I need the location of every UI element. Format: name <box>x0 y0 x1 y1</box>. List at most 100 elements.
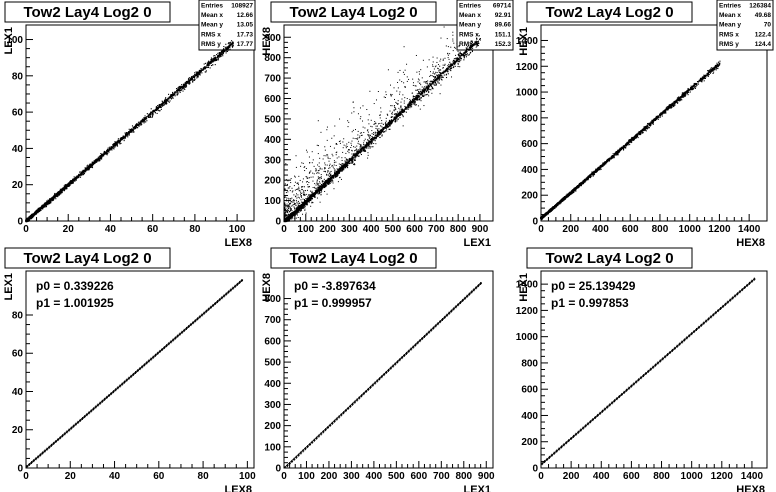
scatter-point <box>324 181 327 184</box>
scatter-point <box>90 166 92 168</box>
scatter-point <box>403 102 405 104</box>
scatter-point <box>437 80 439 82</box>
scatter-point <box>318 186 321 188</box>
scatter-point <box>294 213 296 215</box>
scatter-point <box>418 95 420 98</box>
scatter-point <box>318 189 320 191</box>
scatter-point <box>156 105 159 107</box>
scatter-point <box>384 131 386 133</box>
scatter-point <box>217 52 219 54</box>
scatter-point <box>412 103 414 105</box>
scatter-point <box>221 51 223 53</box>
scatter-point <box>177 92 179 94</box>
scatter-point <box>292 204 294 206</box>
scatter-point <box>152 112 154 114</box>
scatter-point <box>198 70 201 72</box>
scatter-point <box>308 172 310 174</box>
scatter-point <box>161 100 163 102</box>
scatter-point <box>315 188 317 190</box>
scatter-point <box>334 125 336 127</box>
scatter-point <box>394 120 396 122</box>
scatter-point <box>359 135 361 137</box>
scatter-point <box>348 160 351 163</box>
scatter-point <box>171 96 173 98</box>
scatter-point <box>225 50 228 52</box>
stats-value: 151.1 <box>495 31 512 38</box>
scatter-point <box>107 149 109 152</box>
scatter-point <box>37 207 39 209</box>
scatter-point <box>364 145 366 147</box>
scatter-point <box>183 86 185 88</box>
scatter-point <box>430 86 432 88</box>
scatter-point <box>185 81 188 83</box>
scatter-point <box>411 104 413 106</box>
scatter-point <box>208 61 211 63</box>
scatter-point <box>123 138 125 140</box>
scatter-point <box>288 205 290 207</box>
scatter-point <box>46 201 49 204</box>
scatter-point <box>412 95 414 97</box>
scatter-point <box>422 59 424 61</box>
x-tick-label: 1000 <box>679 224 702 235</box>
scatter-point <box>205 66 208 68</box>
stats-value: 69714 <box>493 3 511 10</box>
scatter-point <box>417 81 419 83</box>
scatter-point <box>375 99 377 101</box>
scatter-point <box>388 121 391 124</box>
scatter-point <box>321 185 324 188</box>
scatter-point <box>309 199 311 201</box>
scatter-point <box>335 164 337 166</box>
scatter-point <box>91 165 93 167</box>
scatter-point <box>408 102 410 104</box>
scatter-point <box>433 84 435 86</box>
scatter-point <box>317 188 320 191</box>
stats-label: Mean x <box>459 12 481 19</box>
scatter-point <box>354 150 356 152</box>
scatter-point <box>315 191 317 193</box>
scatter-point <box>369 139 372 141</box>
scatter-point <box>429 84 432 87</box>
scatter-point <box>329 158 331 160</box>
scatter-point <box>450 64 452 66</box>
scatter-point <box>361 146 363 148</box>
scatter-point <box>336 168 338 170</box>
scatter-point <box>103 150 106 152</box>
scatter-point <box>324 149 326 151</box>
scatter-point <box>154 111 156 113</box>
x-tick-label: 40 <box>105 224 117 235</box>
scatter-point <box>175 91 177 93</box>
scatter-point <box>356 154 358 157</box>
scatter-point <box>337 181 339 183</box>
scatter-point <box>143 122 145 124</box>
x-tick-label: 100 <box>297 224 314 235</box>
scatter-point <box>372 141 374 143</box>
scatter-point <box>60 189 63 191</box>
scatter-point <box>327 179 329 181</box>
scatter-point <box>460 54 463 57</box>
scatter-point <box>427 85 430 88</box>
scatter-point <box>73 176 75 178</box>
scatter-point <box>319 185 322 188</box>
scatter-point <box>361 148 363 150</box>
scatter-point <box>223 45 225 48</box>
scatter-point <box>326 164 328 166</box>
scatter-point <box>390 123 392 125</box>
scatter-point <box>285 219 287 221</box>
scatter-point <box>470 51 472 53</box>
scatter-point <box>369 147 371 149</box>
scatter-point <box>307 194 309 196</box>
scatter-point <box>56 195 58 197</box>
scatter-point <box>185 83 187 85</box>
scatter-point <box>431 92 433 94</box>
scatter-point <box>476 38 478 40</box>
scatter-point <box>326 129 328 131</box>
scatter-point <box>435 78 438 81</box>
scatter-point <box>416 93 418 95</box>
scatter-point <box>441 79 443 81</box>
scatter-point <box>371 146 373 148</box>
scatter-point <box>436 72 438 74</box>
scatter-point <box>84 171 86 173</box>
scatter-point <box>407 103 410 106</box>
scatter-point <box>324 164 326 166</box>
scatter-point <box>287 201 289 203</box>
